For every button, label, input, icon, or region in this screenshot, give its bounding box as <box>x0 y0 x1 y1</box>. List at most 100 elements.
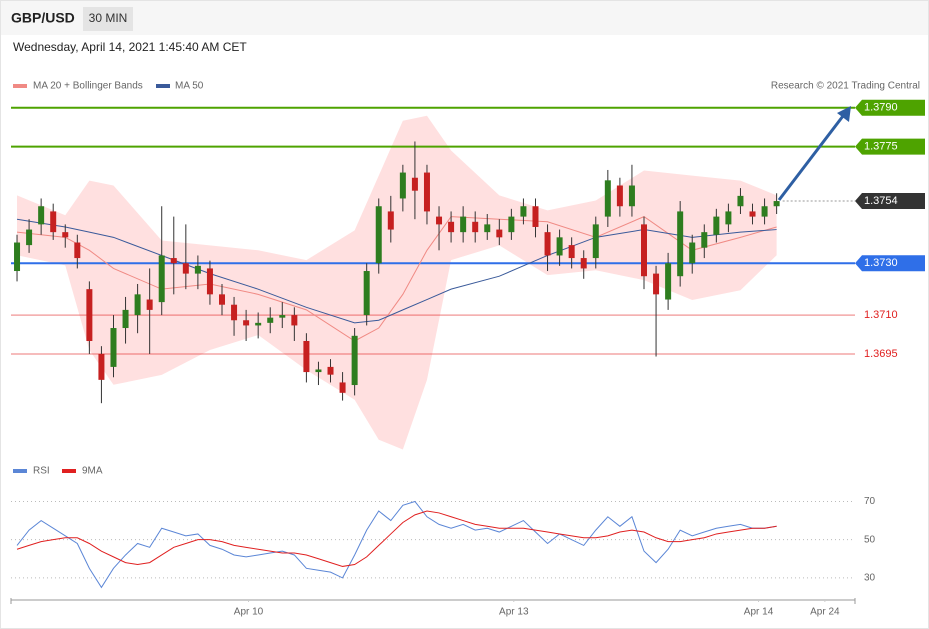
plot: 1.3790 1.3775 1.3754 1.3730 1.3710 1.3695 70 50… <box>10 99 925 618</box>
candle-body <box>387 211 394 230</box>
candle-body <box>327 366 334 375</box>
candle-body <box>14 242 21 272</box>
candle-body <box>351 335 358 386</box>
candle-body <box>592 224 599 259</box>
level-tag <box>855 255 925 272</box>
candle-body <box>556 237 563 256</box>
candle-body <box>460 216 467 233</box>
candle-body <box>110 328 117 367</box>
level-tag <box>855 193 925 210</box>
candle-body <box>701 232 708 248</box>
candle-body <box>375 206 382 264</box>
interval-box[interactable] <box>83 7 133 31</box>
candle-body <box>749 211 756 217</box>
candle-body <box>544 232 551 256</box>
candle-body <box>219 294 225 305</box>
legend-label: MA 50 <box>175 81 204 92</box>
moving-average <box>16 218 777 324</box>
symbol: GBP/USD <box>11 10 75 26</box>
candle-body <box>653 273 660 295</box>
candle-body <box>279 315 286 318</box>
candle-body <box>303 340 310 373</box>
candle-body <box>243 320 250 326</box>
y-tick-label: 30 <box>864 573 876 584</box>
x-tick-label: Apr 10 <box>234 607 264 618</box>
candle-body <box>194 265 201 274</box>
y-tick-label: 70 <box>864 496 876 507</box>
candle-body <box>267 317 274 323</box>
candle-body <box>170 258 177 264</box>
candle-body <box>315 369 322 373</box>
level-label: 1.3775 <box>864 141 898 153</box>
candle-body <box>74 242 81 259</box>
candle-body <box>484 224 491 233</box>
candle-body <box>616 185 623 207</box>
candle-body <box>231 304 238 321</box>
indicator-line <box>16 510 777 567</box>
x-tick-label: Apr 13 <box>499 607 529 618</box>
legend-label: RSI <box>33 466 50 477</box>
candle-body <box>62 232 69 238</box>
candle-body <box>472 221 479 233</box>
legend-swatch <box>62 469 76 473</box>
candle-body <box>520 206 527 217</box>
candle-body <box>399 172 406 199</box>
candle-body <box>689 242 696 264</box>
legend-label: 9MA <box>82 466 103 477</box>
candle-body <box>532 206 539 227</box>
x-tick-label: Apr 24 <box>810 607 840 618</box>
candle-body <box>448 221 455 233</box>
bollinger-band <box>17 115 777 450</box>
legend-swatch <box>156 84 170 88</box>
candle-body <box>604 180 611 217</box>
level-label: 1.3754 <box>864 195 898 207</box>
candle-body <box>580 258 587 269</box>
candle-body <box>773 201 780 207</box>
candle-body <box>363 271 370 316</box>
forecast-arrow <box>777 115 845 201</box>
candle-body <box>568 245 575 259</box>
candle-body <box>628 185 635 207</box>
candle-body <box>737 195 744 207</box>
candle-body <box>86 289 93 341</box>
candle-body <box>146 299 153 310</box>
level-label: 1.3710 <box>864 309 898 321</box>
candle-body <box>206 268 213 295</box>
candle-body <box>677 211 684 277</box>
candle-body <box>255 322 262 326</box>
x-tick-label: Apr 14 <box>744 607 774 618</box>
candle-body <box>182 263 189 274</box>
level-tag <box>855 99 925 116</box>
legend-label: MA 20 + Bollinger Bands <box>33 81 143 92</box>
interval[interactable]: 30 MIN <box>89 11 128 25</box>
candle-body <box>641 224 647 277</box>
candle-body <box>339 382 346 393</box>
arrow-head <box>837 106 851 122</box>
candle-body <box>713 216 720 235</box>
candle-body <box>665 263 672 300</box>
candle-body <box>496 229 503 238</box>
candle-body <box>291 315 298 326</box>
candle-body <box>423 172 430 212</box>
level-label: 1.3695 <box>864 348 898 360</box>
candle-body <box>38 206 45 225</box>
candle-body <box>761 206 768 217</box>
credit: Research © 2021 Trading Central <box>771 81 920 92</box>
datetime: Wednesday, April 14, 2021 1:45:40 AM CET <box>13 40 247 54</box>
candle-body <box>134 294 141 316</box>
candle-body <box>158 255 165 303</box>
candle-body <box>26 229 33 246</box>
moving-average <box>16 216 777 342</box>
indicator-line <box>16 500 777 589</box>
candle-body <box>436 216 443 225</box>
candle-body <box>411 177 418 191</box>
candle-body <box>508 216 515 233</box>
legend-swatch <box>13 469 27 473</box>
candle-body <box>98 353 105 380</box>
header-bar <box>1 1 928 35</box>
level-label: 1.3790 <box>864 102 898 114</box>
candle-body <box>122 309 129 329</box>
candle-body <box>50 211 57 233</box>
y-tick-label: 50 <box>864 534 876 545</box>
